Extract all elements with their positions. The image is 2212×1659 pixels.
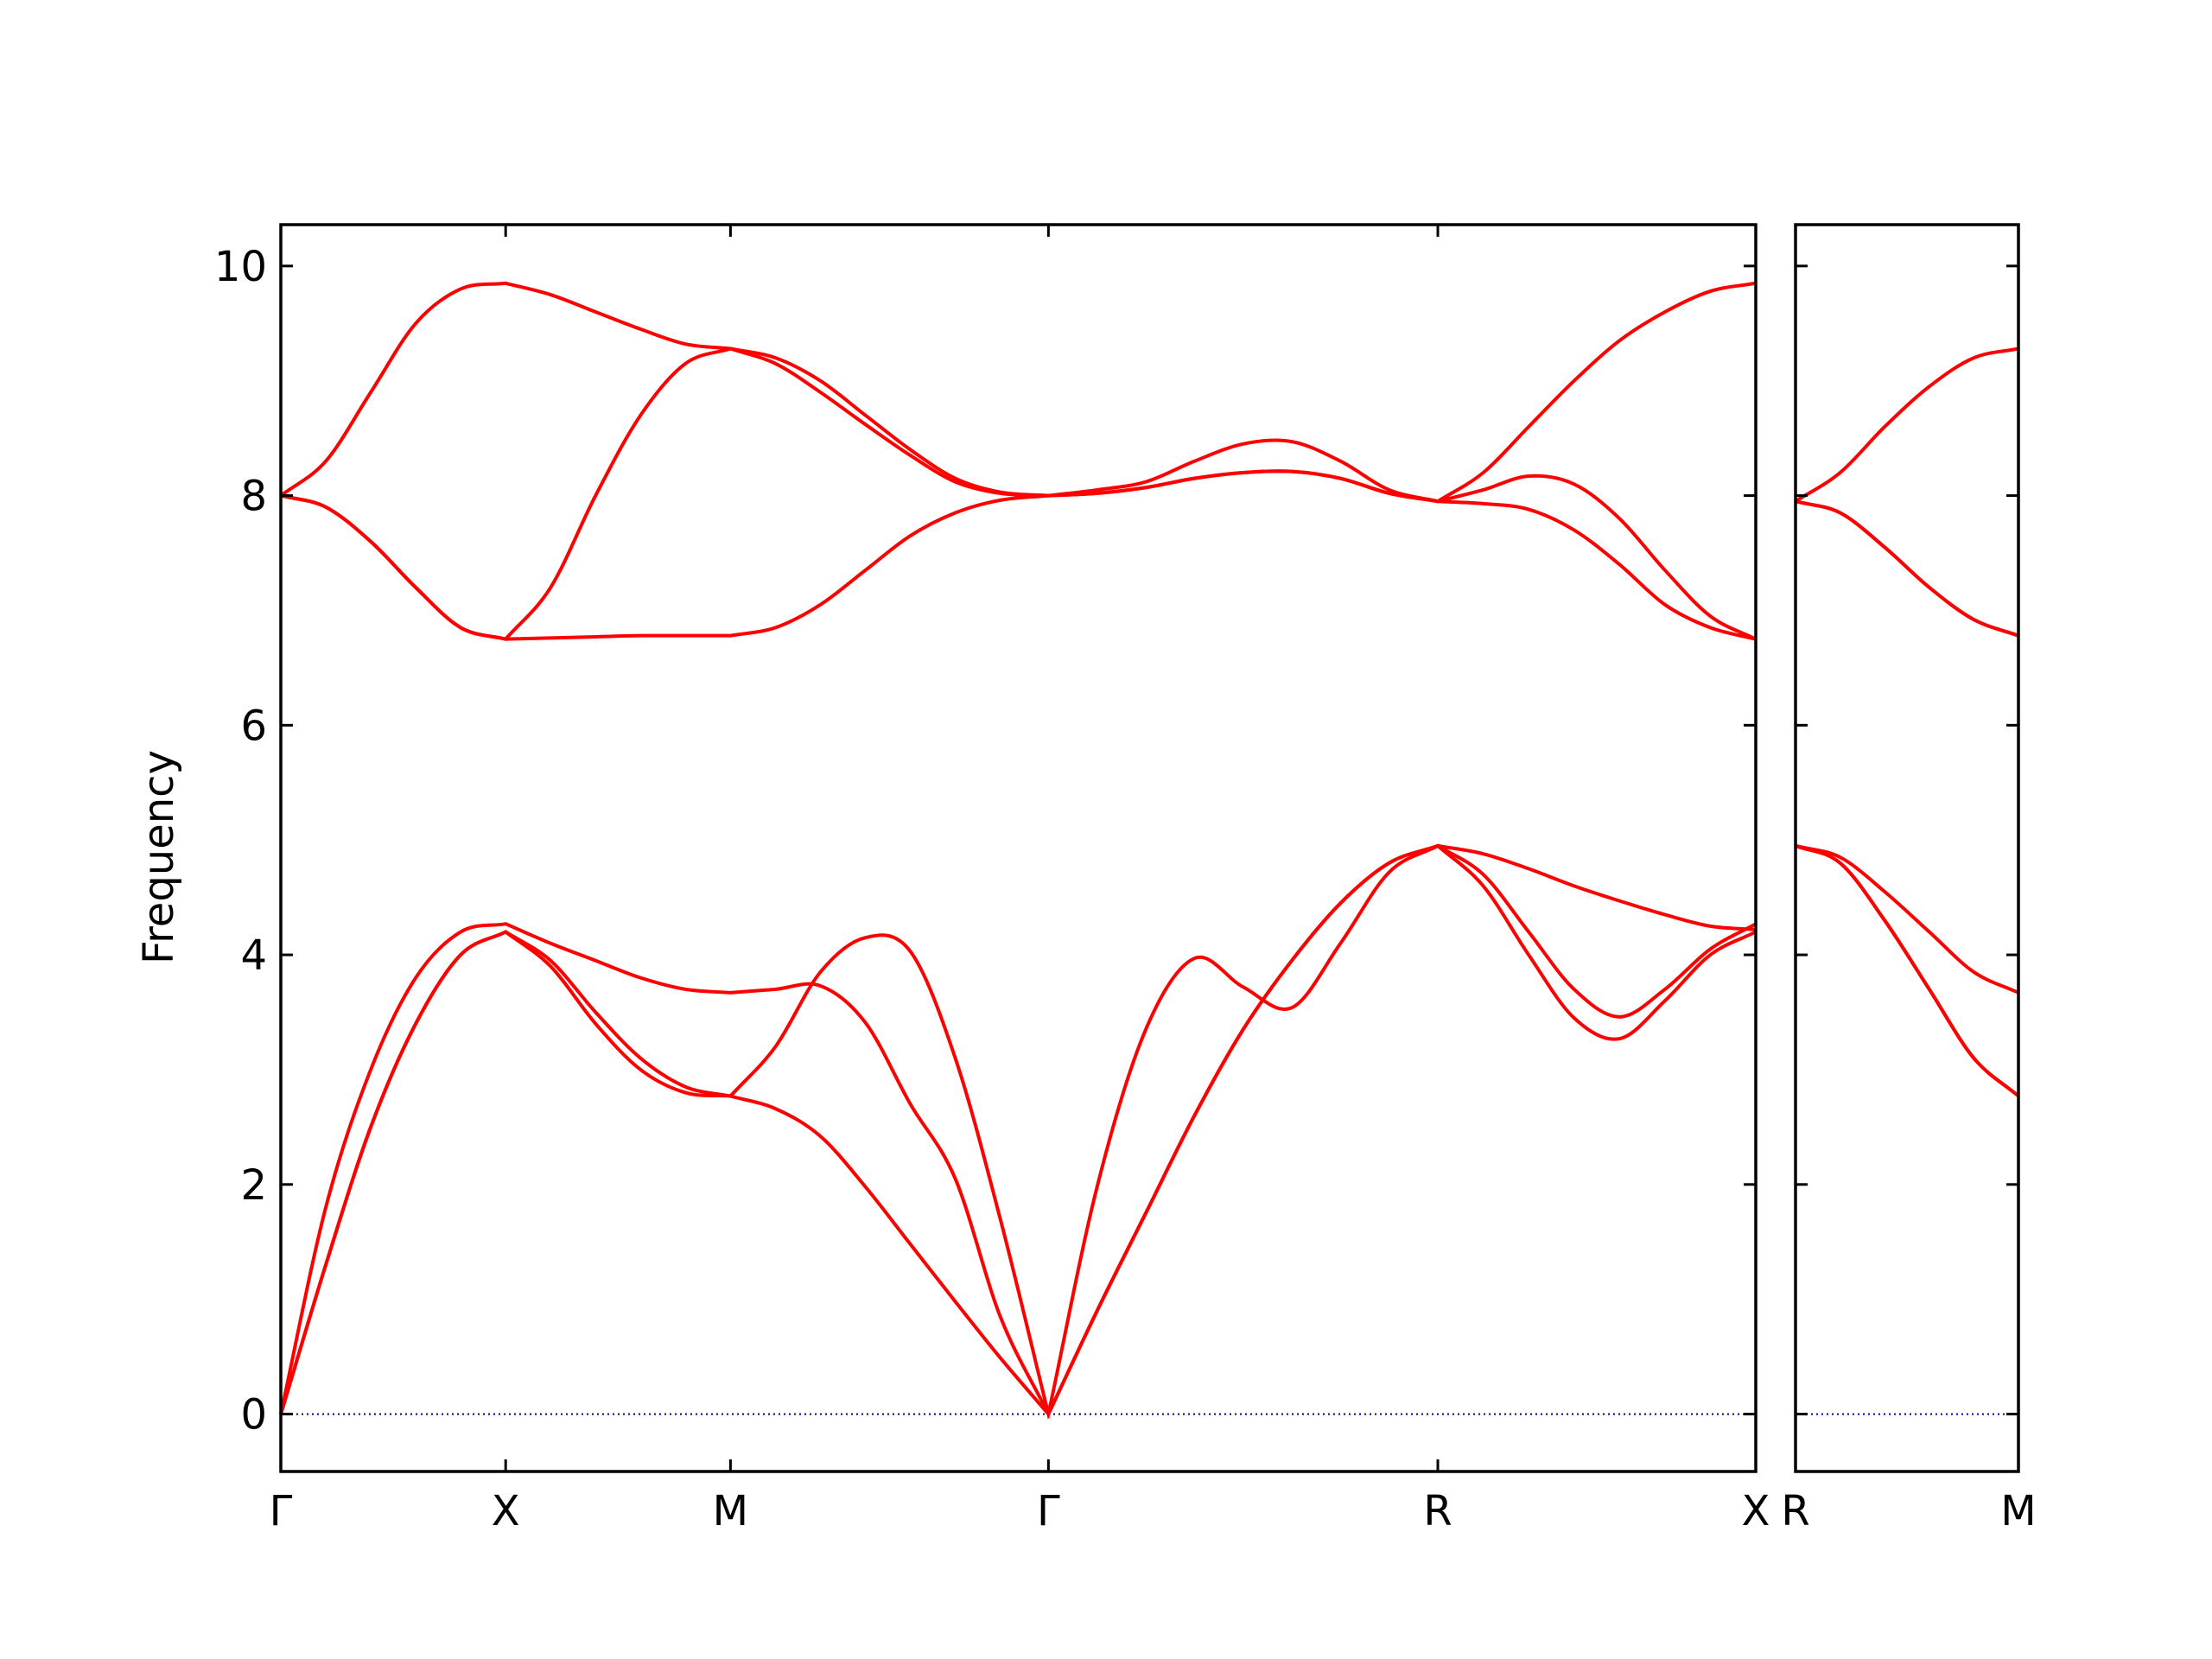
band-line	[1794, 346, 2019, 503]
band-line	[1795, 843, 2020, 1098]
y-axis-label: Frequency	[135, 750, 183, 964]
band-line	[280, 469, 1757, 641]
x-tick-label: M	[713, 1487, 748, 1535]
band-line	[279, 843, 1757, 1418]
x-tick-label: X	[492, 1487, 520, 1535]
band-line	[279, 843, 1757, 1420]
band-line	[279, 843, 1757, 1420]
y-tick-label: 2	[240, 1161, 267, 1210]
y-tick-label: 0	[240, 1391, 267, 1440]
plot-frame	[1794, 223, 2020, 1473]
x-tick-label: Γ	[270, 1487, 293, 1535]
y-tick-label: 10	[214, 243, 267, 291]
x-tick-label: R	[1423, 1487, 1452, 1535]
band-line	[1795, 499, 2019, 638]
y-tick-label: 6	[240, 702, 267, 750]
x-tick-label: Γ	[1037, 1487, 1060, 1535]
band-line	[279, 281, 1757, 504]
y-tick-label: 4	[240, 931, 267, 980]
x-tick-label: R	[1781, 1487, 1809, 1535]
band-line	[1795, 843, 2020, 1098]
band-line	[280, 346, 1757, 641]
plot-frame	[279, 223, 1758, 1473]
x-tick-label: M	[2000, 1487, 2036, 1535]
x-tick-label: X	[1742, 1487, 1770, 1535]
y-tick-label: 8	[240, 473, 267, 521]
band-line	[1795, 843, 2019, 995]
